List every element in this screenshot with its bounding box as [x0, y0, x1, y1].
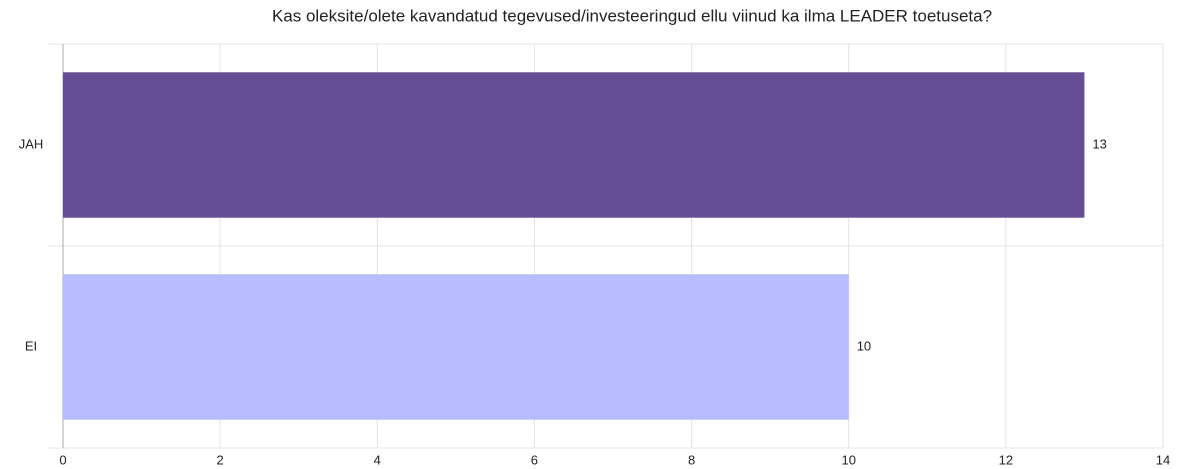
x-tick-label: 14 — [1156, 452, 1170, 467]
bar — [63, 274, 849, 420]
data-label: 10 — [857, 338, 871, 353]
bar — [63, 72, 1085, 218]
data-label: 13 — [1092, 136, 1106, 151]
x-tick-label: 2 — [217, 452, 224, 467]
x-tick-label: 4 — [374, 452, 381, 467]
x-tick-label: 0 — [59, 452, 66, 467]
chart-title: Kas oleksite/olete kavandatud tegevused/… — [272, 6, 992, 25]
y-tick-label: EI — [25, 338, 37, 353]
x-tick-label: 12 — [999, 452, 1013, 467]
x-tick-label: 8 — [688, 452, 695, 467]
x-tick-label: 6 — [531, 452, 538, 467]
y-tick-label: JAH — [19, 136, 44, 151]
x-tick-label: 10 — [841, 452, 855, 467]
